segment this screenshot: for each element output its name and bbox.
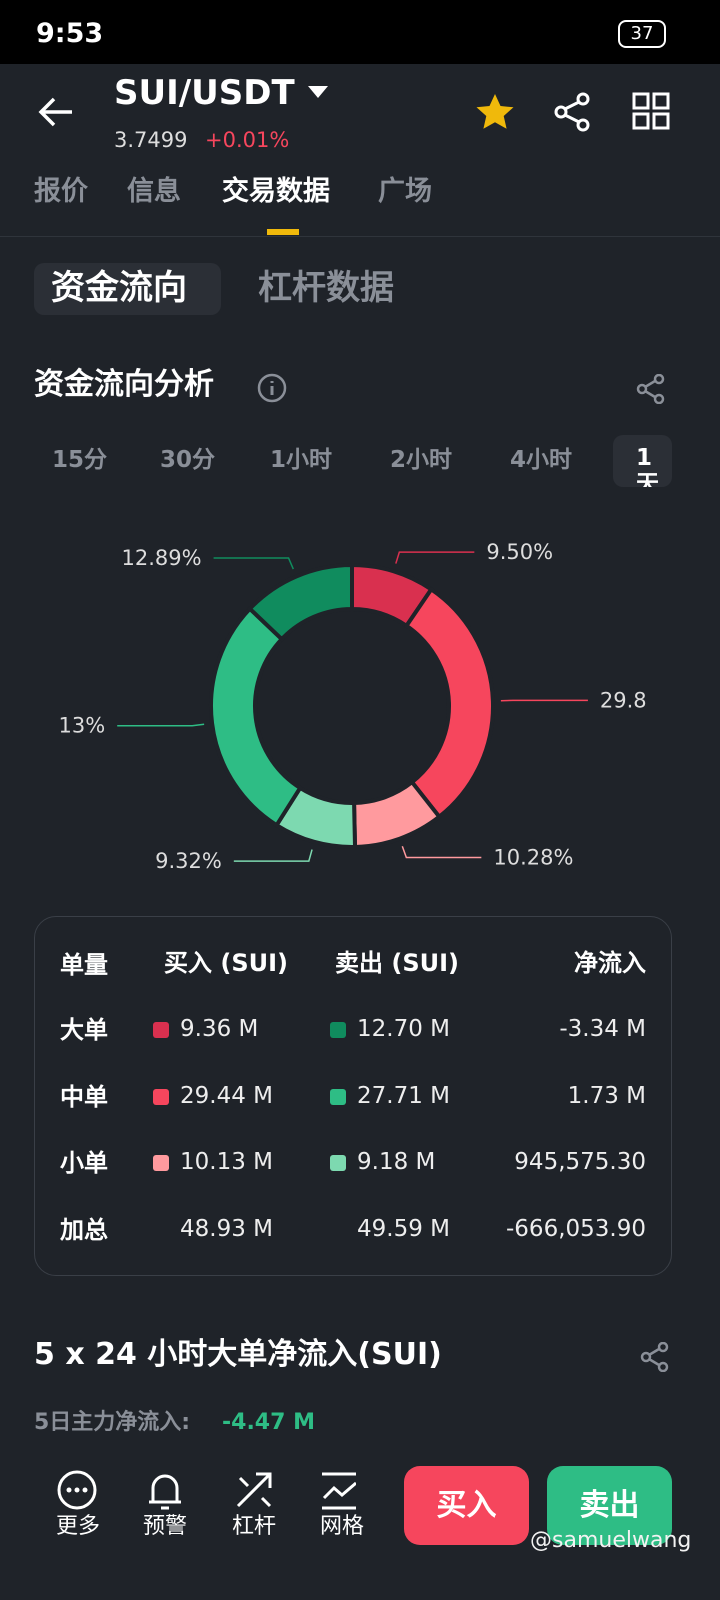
table-header: 卖出 (SUI): [335, 949, 459, 977]
buy-value: 9.36 M: [180, 1016, 259, 1042]
share[interactable]: [553, 92, 593, 132]
battery: 37: [618, 20, 666, 48]
sell-swatch: [330, 1088, 346, 1105]
nav-label[interactable]: 杠杆: [232, 1514, 277, 1539]
sell-swatch: [330, 1155, 346, 1172]
sell-button[interactable]: 卖出: [547, 1466, 672, 1545]
status-time: 9:53: [36, 18, 104, 49]
leader-line: [395, 551, 475, 564]
sell-value: 9.18 M: [357, 1149, 436, 1176]
pair[interactable]: SUI/USDT: [114, 73, 295, 113]
subtab-active[interactable]: 资金流向: [51, 268, 187, 308]
buy-swatch: [153, 1022, 169, 1038]
buy-button[interactable]: 买入: [404, 1466, 529, 1545]
status-bar: [0, 0, 720, 64]
segment-label: 28.13%: [60, 714, 105, 738]
net-value: -666,053.90: [506, 1216, 646, 1243]
tab-active[interactable]: 交易数据: [222, 176, 330, 207]
price: 3.7499: [114, 128, 188, 152]
subtab[interactable]: 杠杆数据: [258, 268, 394, 308]
buy-swatch: [153, 1155, 169, 1172]
segment-label: 9.32%: [155, 849, 222, 873]
sell-value: 12.70 M: [357, 1016, 450, 1042]
period[interactable]: 4小时: [510, 447, 573, 473]
net-value: 1.73 M: [567, 1082, 646, 1109]
period[interactable]: 30分: [160, 447, 216, 473]
net-value: -3.34 M: [559, 1016, 646, 1042]
row-label: 中单: [60, 1082, 108, 1111]
sell-swatch: [330, 1022, 346, 1038]
sell-value: 49.59 M: [357, 1216, 450, 1243]
leader-line: [233, 849, 313, 862]
period[interactable]: 2小时: [390, 447, 453, 473]
tab-indicator: [267, 229, 299, 235]
donut-segment: [209, 605, 303, 828]
tab[interactable]: 信息: [127, 176, 181, 207]
summary-value: -4.47 M: [222, 1410, 315, 1435]
net-value: 945,575.30: [514, 1149, 646, 1176]
info-icon[interactable]: [257, 373, 287, 403]
tab[interactable]: 报价: [34, 176, 88, 207]
star[interactable]: [475, 92, 515, 132]
period-active[interactable]: 1天: [636, 445, 659, 487]
row-label: 大单: [60, 1016, 108, 1044]
share[interactable]: [640, 1342, 670, 1372]
back-button[interactable]: [36, 92, 76, 132]
table-header: 买入 (SUI): [164, 949, 288, 977]
grid-menu[interactable]: [632, 92, 672, 132]
row-label: 加总: [60, 1216, 108, 1245]
buy-value: 48.93 M: [180, 1216, 273, 1243]
section-title: 5 x 24 小时大单净流入(SUI): [34, 1337, 442, 1372]
buy-value: 29.44 M: [180, 1082, 273, 1109]
nav-label[interactable]: 更多: [56, 1514, 101, 1539]
leader-line: [117, 723, 205, 727]
divider: [0, 236, 720, 237]
segment-label: 29.88%: [600, 688, 648, 712]
nav-label[interactable]: 网格: [320, 1514, 365, 1539]
nav-label[interactable]: 预警: [143, 1514, 188, 1539]
table-header: 单量: [60, 951, 108, 979]
buy-value: 10.13 M: [180, 1149, 273, 1176]
period[interactable]: 15分: [52, 447, 108, 473]
donut-segment: [247, 562, 354, 642]
subtab-bg: [34, 263, 221, 315]
segment-label: 12.89%: [121, 546, 201, 570]
buy-swatch: [153, 1088, 169, 1105]
period-active-box[interactable]: 1天: [613, 435, 672, 487]
summary-label: 5日主力净流入:: [34, 1410, 191, 1435]
section-title: 资金流向分析: [34, 367, 214, 402]
segment-label: 10.28%: [493, 846, 573, 870]
donut-segment: [403, 586, 495, 820]
table-header: 净流入: [574, 949, 646, 977]
share[interactable]: [636, 374, 666, 404]
segment-label: 9.50%: [486, 540, 553, 564]
change: +0.01%: [205, 128, 290, 152]
nav-icons: [57, 1470, 356, 1510]
tab[interactable]: 广场: [378, 176, 432, 207]
table-box: [34, 916, 672, 1276]
period[interactable]: 1小时: [270, 447, 333, 473]
sell-value: 27.71 M: [357, 1082, 450, 1109]
leader-line: [213, 557, 294, 570]
watermark: @samuelwang: [530, 1528, 692, 1553]
dropdown[interactable]: [308, 84, 330, 100]
donut-chart: 9.50% 29.88% 10.28% 9.32% 28.13% 12.89%: [60, 540, 648, 873]
row-label: 小单: [60, 1149, 108, 1178]
leader-line: [401, 846, 482, 859]
